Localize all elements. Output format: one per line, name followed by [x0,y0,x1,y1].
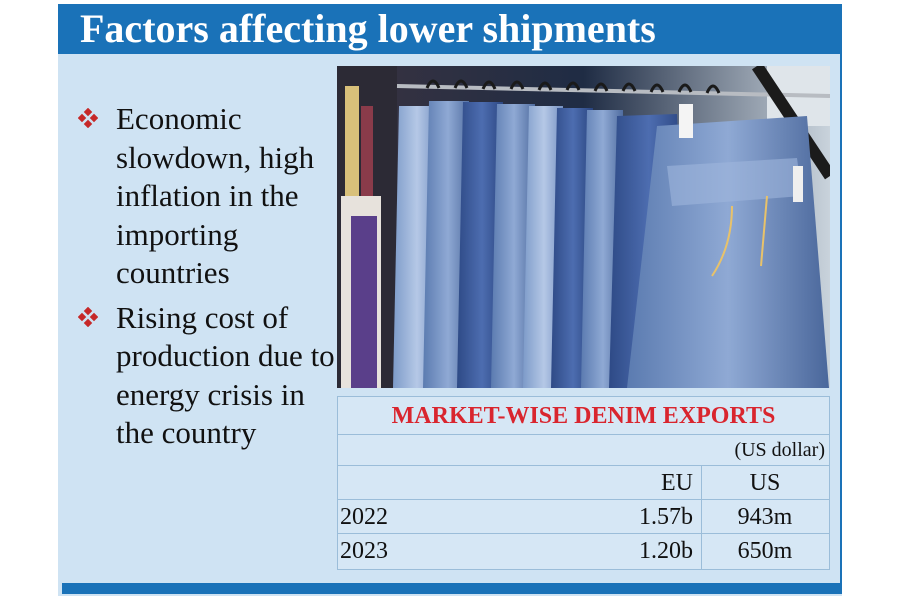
bullet-item: Rising cost of production due to energy … [78,299,338,453]
row-us-value: 943m [737,504,793,530]
table-row: 2023 1.20b 650m [338,533,829,568]
column-divider [701,465,702,569]
bullet-text: Rising cost of production due to energy … [116,299,335,451]
row-year: 2022 [340,504,388,530]
table-header-row: EU US [338,465,829,500]
row-us-value: 650m [737,538,793,564]
diamond-bullet-icon [78,306,98,327]
table-title: MARKET-WISE DENIM EXPORTS [338,397,829,435]
denim-exports-table: MARKET-WISE DENIM EXPORTS (US dollar) EU… [337,396,830,570]
bullet-text: Economic slowdown, high inflation in the… [116,101,315,290]
header-bar: Factors affecting lower shipments [58,4,842,54]
table-unit: (US dollar) [734,439,825,461]
row-eu-value: 1.20b [639,538,693,564]
row-eu-value: 1.57b [639,504,693,530]
diamond-bullet-icon [78,108,98,128]
column-header-us: US [749,470,781,496]
bullet-list: Economic slowdown, high inflation in the… [78,100,338,459]
column-header-eu: EU [661,470,693,496]
table-row: 2022 1.57b 943m [338,499,829,534]
jeans-on-rack-photo [337,66,830,388]
page-title: Factors affecting lower shipments [80,6,656,51]
bottom-bar [62,583,842,594]
bullet-item: Economic slowdown, high inflation in the… [78,100,338,293]
right-border [840,30,842,590]
row-year: 2023 [340,538,388,564]
photo-illustration [337,66,830,388]
